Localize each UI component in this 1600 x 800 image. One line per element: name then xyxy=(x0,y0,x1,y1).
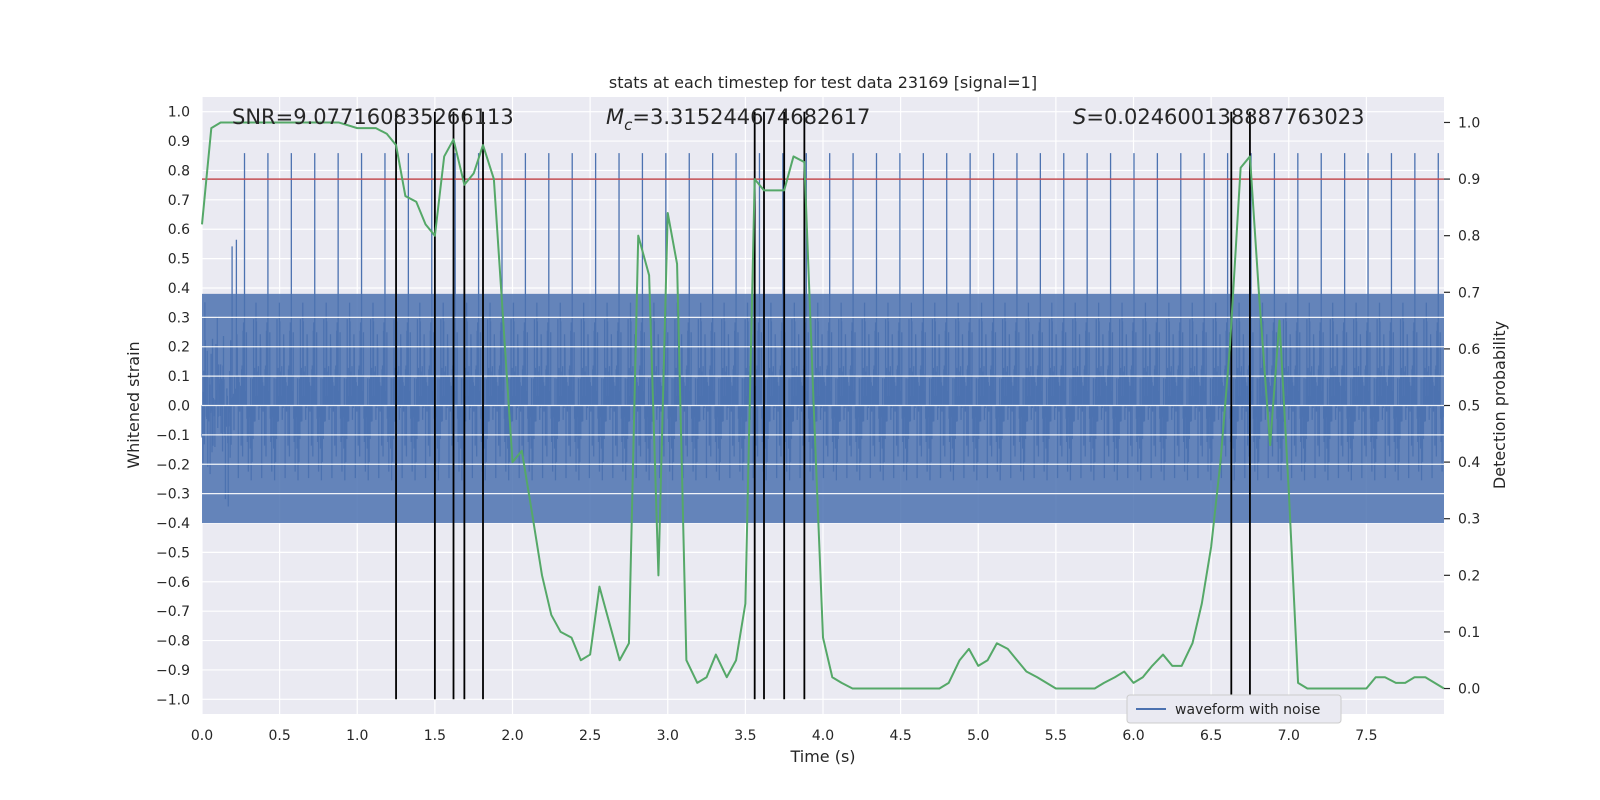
y-right-tick-label: 0.9 xyxy=(1458,172,1480,188)
x-tick-label: 2.5 xyxy=(579,728,601,744)
y-left-tick-label: 0.2 xyxy=(168,340,190,356)
y-right-tick-label: 0.5 xyxy=(1458,399,1480,415)
x-tick-label: 7.5 xyxy=(1355,728,1377,744)
y-left-axis-label: Whitened strain xyxy=(124,341,143,468)
waveform-core xyxy=(202,293,1444,524)
y-left-tick-label: −0.1 xyxy=(156,428,190,444)
y-left-tick-label: −0.5 xyxy=(156,545,190,561)
probability-series xyxy=(201,121,1445,690)
y-left-tick-label: 0.0 xyxy=(168,399,190,415)
y-left-tick-label: 0.1 xyxy=(168,369,190,385)
x-axis-label: Time (s) xyxy=(789,747,855,766)
x-tick-label: 5.0 xyxy=(967,728,989,744)
x-tick-label: 4.5 xyxy=(889,728,911,744)
chirp-mass-value: =3.315244674682617 xyxy=(632,105,870,129)
y-left-tick-label: 0.6 xyxy=(168,222,190,238)
s-symbol: S xyxy=(1073,105,1086,129)
x-tick-label: 0.5 xyxy=(268,728,290,744)
x-tick-label: 6.0 xyxy=(1122,728,1144,744)
snr-annotation: SNR=9.077160835266113 xyxy=(232,105,514,129)
y-left-tick-label: −1.0 xyxy=(156,692,190,708)
s-value: =0.024600138887763023 xyxy=(1086,105,1364,129)
x-tick-label: 0.0 xyxy=(191,728,213,744)
y-right-tick-label: 0.1 xyxy=(1458,625,1480,641)
x-tick-label: 3.0 xyxy=(657,728,679,744)
legend: waveform with noise xyxy=(1126,694,1342,724)
y-left-tick-label: −0.8 xyxy=(156,634,190,650)
chirp-mass-subscript: c xyxy=(624,116,633,134)
y-left-tick-label: −0.2 xyxy=(156,457,190,473)
y-left-tick-label: 0.8 xyxy=(168,163,190,179)
y-left-tick-label: −0.4 xyxy=(156,516,190,532)
y-left-tick-label: −0.3 xyxy=(156,487,190,503)
y-right-tick-label: 0.8 xyxy=(1458,229,1480,245)
x-tick-label: 5.5 xyxy=(1045,728,1067,744)
y-right-tick-label: 0.7 xyxy=(1458,285,1480,301)
legend-label: waveform with noise xyxy=(1175,702,1320,718)
y-left-tick-label: 0.5 xyxy=(168,252,190,268)
x-tick-label: 6.5 xyxy=(1200,728,1222,744)
x-tick-label: 1.5 xyxy=(424,728,446,744)
x-tick-label: 2.0 xyxy=(501,728,523,744)
y-left-tick-label: −0.7 xyxy=(156,604,190,620)
waveform-series xyxy=(201,153,1445,524)
y-right-tick-label: 1.0 xyxy=(1458,115,1480,131)
y-left-tick-label: 0.4 xyxy=(168,281,190,297)
y-left-tick-label: −0.6 xyxy=(156,575,190,591)
y-right-tick-label: 0.2 xyxy=(1458,568,1480,584)
x-axis-ticks: 0.0 0.5 1.0 1.5 2.0 2.5 3.0 3.5 4.0 4.5 5.0 5.5 6.0 6… xyxy=(191,728,1378,744)
y-right-tick-label: 0.4 xyxy=(1458,455,1480,471)
y-left-tick-label: 0.9 xyxy=(168,134,190,150)
x-tick-label: 7.0 xyxy=(1278,728,1300,744)
chart-title: stats at each timestep for test data 231… xyxy=(609,73,1037,92)
y-left-tick-label: −0.9 xyxy=(156,663,190,679)
y-right-axis-ticks: 1.0 0.9 0.8 0.7 0.6 0.5 0.4 0.3 0.2 0.1 0.0 xyxy=(1444,115,1480,698)
s-annotation: S=0.024600138887763023 xyxy=(1073,105,1364,129)
y-left-tick-label: 0.3 xyxy=(168,310,190,326)
x-tick-label: 4.0 xyxy=(812,728,834,744)
legend-box xyxy=(1126,694,1342,724)
probability-line xyxy=(201,121,1445,690)
y-right-tick-label: 0.3 xyxy=(1458,512,1480,528)
chirp-mass-annotation: Mc=3.315244674682617 xyxy=(606,105,870,134)
chirp-mass-symbol: M xyxy=(606,105,624,129)
y-left-axis-ticks: 1.0 0.9 0.8 0.7 0.6 0.5 0.4 0.3 0.2 0.1 0.0 −0.1 −0.… xyxy=(156,105,190,709)
detection-markers xyxy=(395,111,1251,700)
y-right-tick-label: 0.6 xyxy=(1458,342,1480,358)
x-tick-label: 3.5 xyxy=(734,728,756,744)
y-left-tick-label: 0.7 xyxy=(168,193,190,209)
x-tick-label: 1.0 xyxy=(346,728,368,744)
y-right-tick-label: 0.0 xyxy=(1458,682,1480,698)
y-right-axis-label: Detection probability xyxy=(1490,321,1509,489)
y-left-tick-label: 1.0 xyxy=(168,105,190,121)
